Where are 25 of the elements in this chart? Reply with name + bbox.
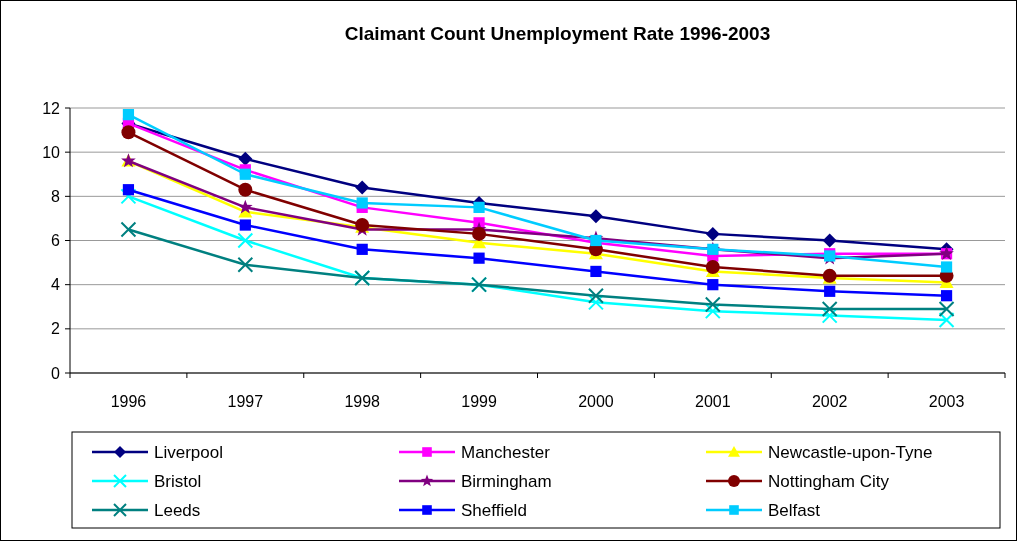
chart-title: Claimant Count Unemployment Rate 1996-2003	[344, 23, 771, 44]
y-tick-label: 8	[51, 187, 61, 205]
y-tick-label: 2	[51, 320, 61, 338]
x-tick-label: 1998	[344, 393, 381, 410]
legend-label: Sheffield	[461, 500, 527, 520]
legend-label: Bristol	[154, 471, 202, 491]
legend-label: Leeds	[154, 500, 201, 520]
y-tick-label: 4	[51, 276, 61, 294]
legend-label: Birmingham	[461, 471, 552, 491]
y-tick-label: 6	[51, 232, 61, 250]
y-tick-label: 0	[51, 364, 61, 382]
y-tick-label: 12	[42, 99, 61, 117]
legend-label: Nottingham City	[768, 471, 890, 491]
x-tick-label: 2002	[811, 393, 848, 410]
x-tick-label: 1996	[110, 393, 147, 410]
x-tick-label: 1999	[461, 393, 497, 410]
legend-label: Manchester	[461, 442, 551, 462]
legend-label: Liverpool	[154, 442, 223, 462]
x-tick-label: 1997	[227, 393, 264, 410]
legend-label: Newcastle-upon-Tyne	[768, 442, 933, 462]
x-tick-label: 2000	[578, 393, 614, 410]
y-tick-label: 10	[42, 143, 61, 161]
x-tick-label: 2003	[928, 393, 965, 410]
legend-label: Belfast	[768, 500, 821, 520]
x-tick-label: 2001	[695, 393, 731, 410]
